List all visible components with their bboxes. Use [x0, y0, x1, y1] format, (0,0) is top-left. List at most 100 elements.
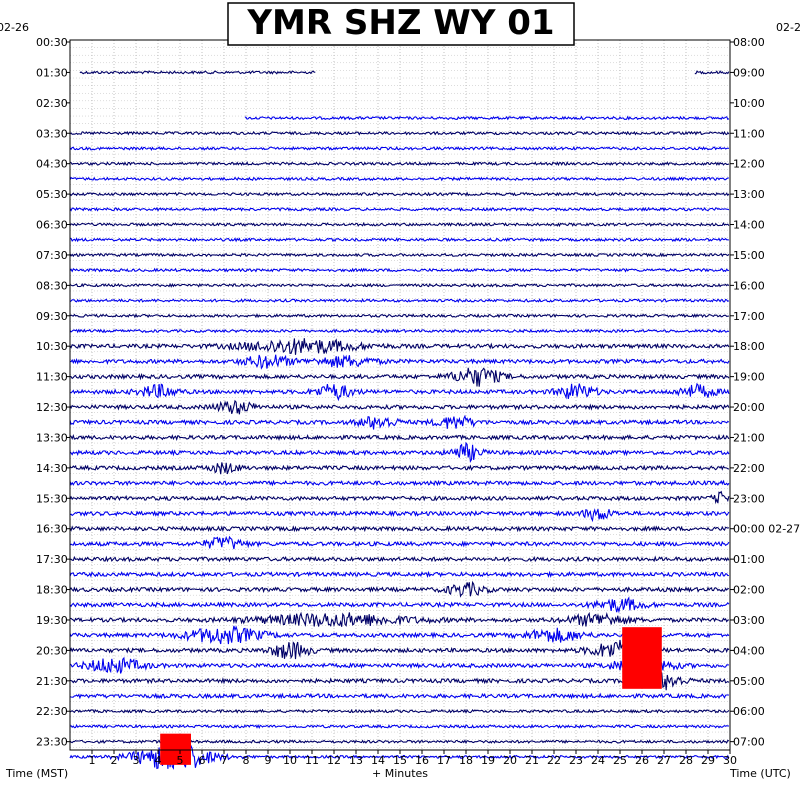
right-time-labels: 08:00 09:00 10:00 11:00 12:00 13:00 14:00 15:00… — [730, 36, 800, 749]
trace-line — [79, 70, 316, 75]
title-box — [227, 2, 575, 46]
left-time-label: 19:30 — [36, 614, 68, 627]
end-date-label: 02-2 — [776, 21, 800, 34]
trace-line — [69, 441, 730, 463]
trace-line — [69, 611, 729, 628]
left-time-label: 23:30 — [36, 736, 68, 749]
right-time-label: 12:00 — [733, 158, 765, 171]
right-time-label: 17:00 — [733, 310, 765, 323]
left-time-label: 09:30 — [36, 310, 68, 323]
right-time-label: 13:00 — [733, 188, 765, 201]
x-tick-label: 5 — [177, 754, 184, 767]
x-tick-label: 28 — [679, 754, 693, 767]
right-time-label: 07:00 — [733, 736, 765, 749]
trace-line — [69, 555, 730, 563]
x-tick-label: 16 — [415, 754, 429, 767]
x-axis-label-mst: Time (MST) — [5, 767, 68, 780]
left-time-label: 12:30 — [36, 401, 68, 414]
x-tick-label: 3 — [133, 754, 140, 767]
right-time-label: 10:00 — [733, 97, 765, 110]
left-time-labels: 00:30 01:30 02:30 03:30 04:30 05:30 06:30 07:30… — [36, 36, 70, 749]
trace-line — [69, 282, 730, 288]
trace-line — [69, 267, 729, 273]
trace-line — [69, 161, 730, 167]
seismic-traces — [69, 70, 730, 770]
x-tick-label: 14 — [371, 754, 385, 767]
left-time-label: 11:30 — [36, 371, 68, 384]
left-time-label: 02:30 — [36, 97, 68, 110]
clipped-signal-blocks — [160, 627, 662, 765]
trace-line — [69, 490, 730, 505]
trace-line — [69, 525, 730, 533]
x-tick-label: 21 — [525, 754, 539, 767]
trace-line — [69, 221, 730, 228]
trace-line — [69, 252, 730, 258]
trace-line — [69, 206, 730, 212]
trace-line — [69, 479, 730, 487]
x-axis-ticks: 1 2 3 4 5 6 7 8 9 10 11 12 13 14 15 16 17 18 19 20 21 22 23 24 2… — [89, 750, 737, 767]
x-tick-label: 7 — [221, 754, 228, 767]
trace-line — [69, 367, 730, 387]
x-tick-label: 1 — [89, 754, 96, 767]
x-tick-label: 23 — [569, 754, 583, 767]
trace-line — [69, 176, 729, 182]
x-axis-label-minutes: + Minutes — [372, 767, 428, 780]
right-time-label: 16:00 — [733, 279, 765, 292]
trace-line — [69, 338, 730, 355]
grid — [70, 40, 730, 750]
x-tick-label: 26 — [635, 754, 649, 767]
x-tick-label: 25 — [613, 754, 627, 767]
x-tick-label: 29 — [701, 754, 715, 767]
x-tick-label: 13 — [349, 754, 363, 767]
trace-line — [69, 570, 729, 578]
start-date-label: 02-26 — [0, 21, 29, 34]
trace-line — [69, 313, 729, 319]
right-time-label: 00:00 02-27 — [733, 523, 800, 536]
right-time-label: 06:00 — [733, 705, 765, 718]
x-tick-label: 12 — [327, 754, 341, 767]
left-time-label: 04:30 — [36, 158, 68, 171]
x-tick-label: 9 — [265, 754, 272, 767]
left-time-label: 08:30 — [36, 279, 68, 292]
trace-line — [69, 354, 730, 370]
x-tick-label: 27 — [657, 754, 671, 767]
left-time-label: 16:30 — [36, 523, 68, 536]
right-time-label: 01:00 — [733, 553, 765, 566]
clipped-block — [160, 733, 191, 765]
trace-line — [69, 671, 730, 691]
trace-line — [69, 723, 729, 729]
x-tick-label: 4 — [155, 754, 162, 767]
right-time-label: 18:00 — [733, 340, 765, 353]
left-time-label: 01:30 — [36, 66, 68, 79]
trace-line — [69, 656, 729, 676]
x-tick-label: 17 — [437, 754, 451, 767]
left-time-label: 03:30 — [36, 127, 68, 140]
x-tick-label: 19 — [481, 754, 495, 767]
trace-line — [69, 596, 730, 614]
x-tick-label: 30 — [723, 754, 737, 767]
left-time-label: 10:30 — [36, 340, 68, 353]
left-time-label: 18:30 — [36, 584, 68, 597]
trace-line — [69, 191, 730, 197]
trace-line — [69, 382, 730, 402]
right-time-label: 08:00 — [733, 36, 765, 49]
right-time-label: 11:00 — [733, 127, 765, 140]
x-tick-label: 18 — [459, 754, 473, 767]
right-time-label: 09:00 — [733, 66, 765, 79]
x-tick-label: 2 — [111, 754, 118, 767]
left-time-label: 17:30 — [36, 553, 68, 566]
right-time-label: 14:00 — [733, 219, 765, 232]
x-tick-label: 20 — [503, 754, 517, 767]
trace-line — [69, 399, 730, 415]
right-time-label: 21:00 — [733, 431, 765, 444]
trace-line — [69, 508, 730, 523]
x-tick-label: 22 — [547, 754, 561, 767]
right-time-label: 19:00 — [733, 371, 765, 384]
x-tick-label: 24 — [591, 754, 605, 767]
trace-line — [69, 433, 730, 442]
x-tick-label: 11 — [305, 754, 319, 767]
trace-line — [694, 70, 730, 75]
left-time-label: 06:30 — [36, 219, 68, 232]
right-time-label: 15:00 — [733, 249, 765, 262]
